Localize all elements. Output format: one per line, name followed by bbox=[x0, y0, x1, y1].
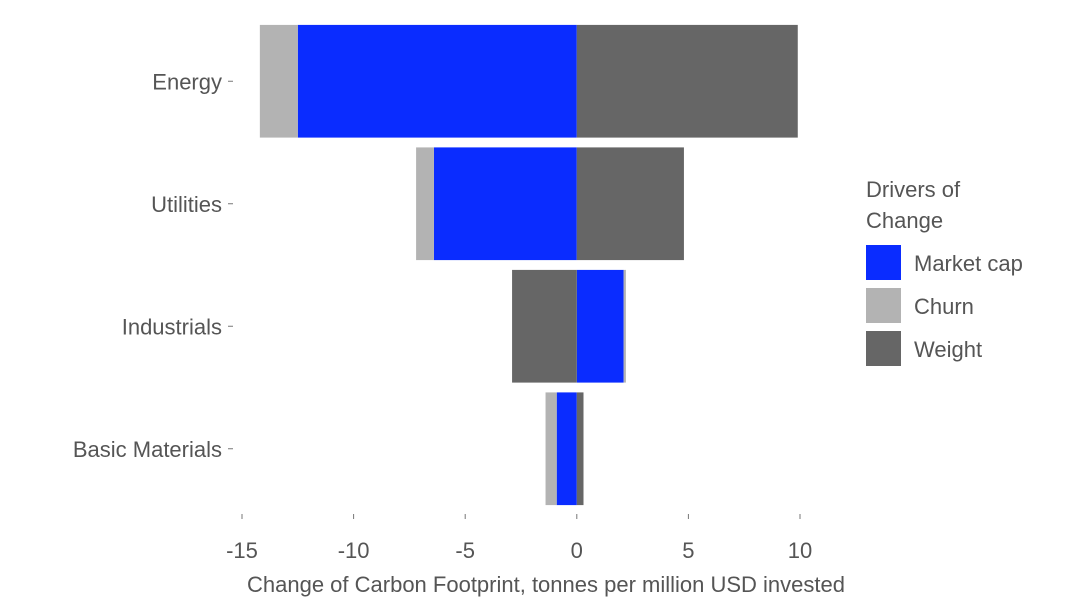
bar-basic-materials-market-cap bbox=[556, 392, 577, 506]
x-axis-title: Change of Carbon Footprint, tonnes per m… bbox=[247, 572, 845, 597]
legend-title-line-2: Change bbox=[866, 208, 943, 233]
x-tick-label: 10 bbox=[788, 538, 812, 563]
bar-industrials-weight bbox=[512, 269, 577, 383]
legend-swatch-weight bbox=[866, 331, 901, 366]
legend-items: Market cap Churn Weight bbox=[866, 245, 1023, 366]
y-tick-label-utilities: Utilities bbox=[151, 192, 222, 217]
legend-swatch-churn bbox=[866, 288, 901, 323]
x-tick-label: 5 bbox=[682, 538, 694, 563]
x-tick-label: 0 bbox=[571, 538, 583, 563]
y-tick-label-energy: Energy bbox=[152, 69, 222, 94]
bar-basic-materials-weight bbox=[576, 392, 584, 506]
bar-industrials-market-cap bbox=[576, 269, 624, 383]
bar-energy-market-cap bbox=[297, 24, 577, 138]
x-tick-label: -10 bbox=[338, 538, 370, 563]
bar-basic-materials-churn bbox=[545, 392, 557, 506]
x-tick-label: -5 bbox=[455, 538, 475, 563]
bar-energy-churn bbox=[259, 24, 298, 138]
legend-label-churn: Churn bbox=[914, 294, 974, 319]
y-axis: Energy Utilities Industrials Basic Material… bbox=[73, 69, 233, 462]
legend-label-weight: Weight bbox=[914, 337, 982, 362]
y-tick-label-basic-materials: Basic Materials bbox=[73, 437, 222, 462]
bar-industrials-churn bbox=[623, 269, 626, 383]
legend-title-line-1: Drivers of bbox=[866, 177, 961, 202]
bar-utilities-weight bbox=[576, 147, 684, 261]
x-tick-label: -15 bbox=[226, 538, 258, 563]
bar-utilities-market-cap bbox=[433, 147, 577, 261]
x-axis: -15 -10 -5 0 5 10 bbox=[226, 514, 812, 563]
bar-energy-weight bbox=[576, 24, 798, 138]
legend: Drivers of Change Market cap Churn Weight bbox=[866, 177, 1023, 366]
legend-label-market-cap: Market cap bbox=[914, 251, 1023, 276]
bar-utilities-churn bbox=[416, 147, 434, 261]
y-tick-label-industrials: Industrials bbox=[122, 314, 222, 339]
bars-layer bbox=[259, 24, 798, 506]
legend-swatch-market-cap bbox=[866, 245, 901, 280]
